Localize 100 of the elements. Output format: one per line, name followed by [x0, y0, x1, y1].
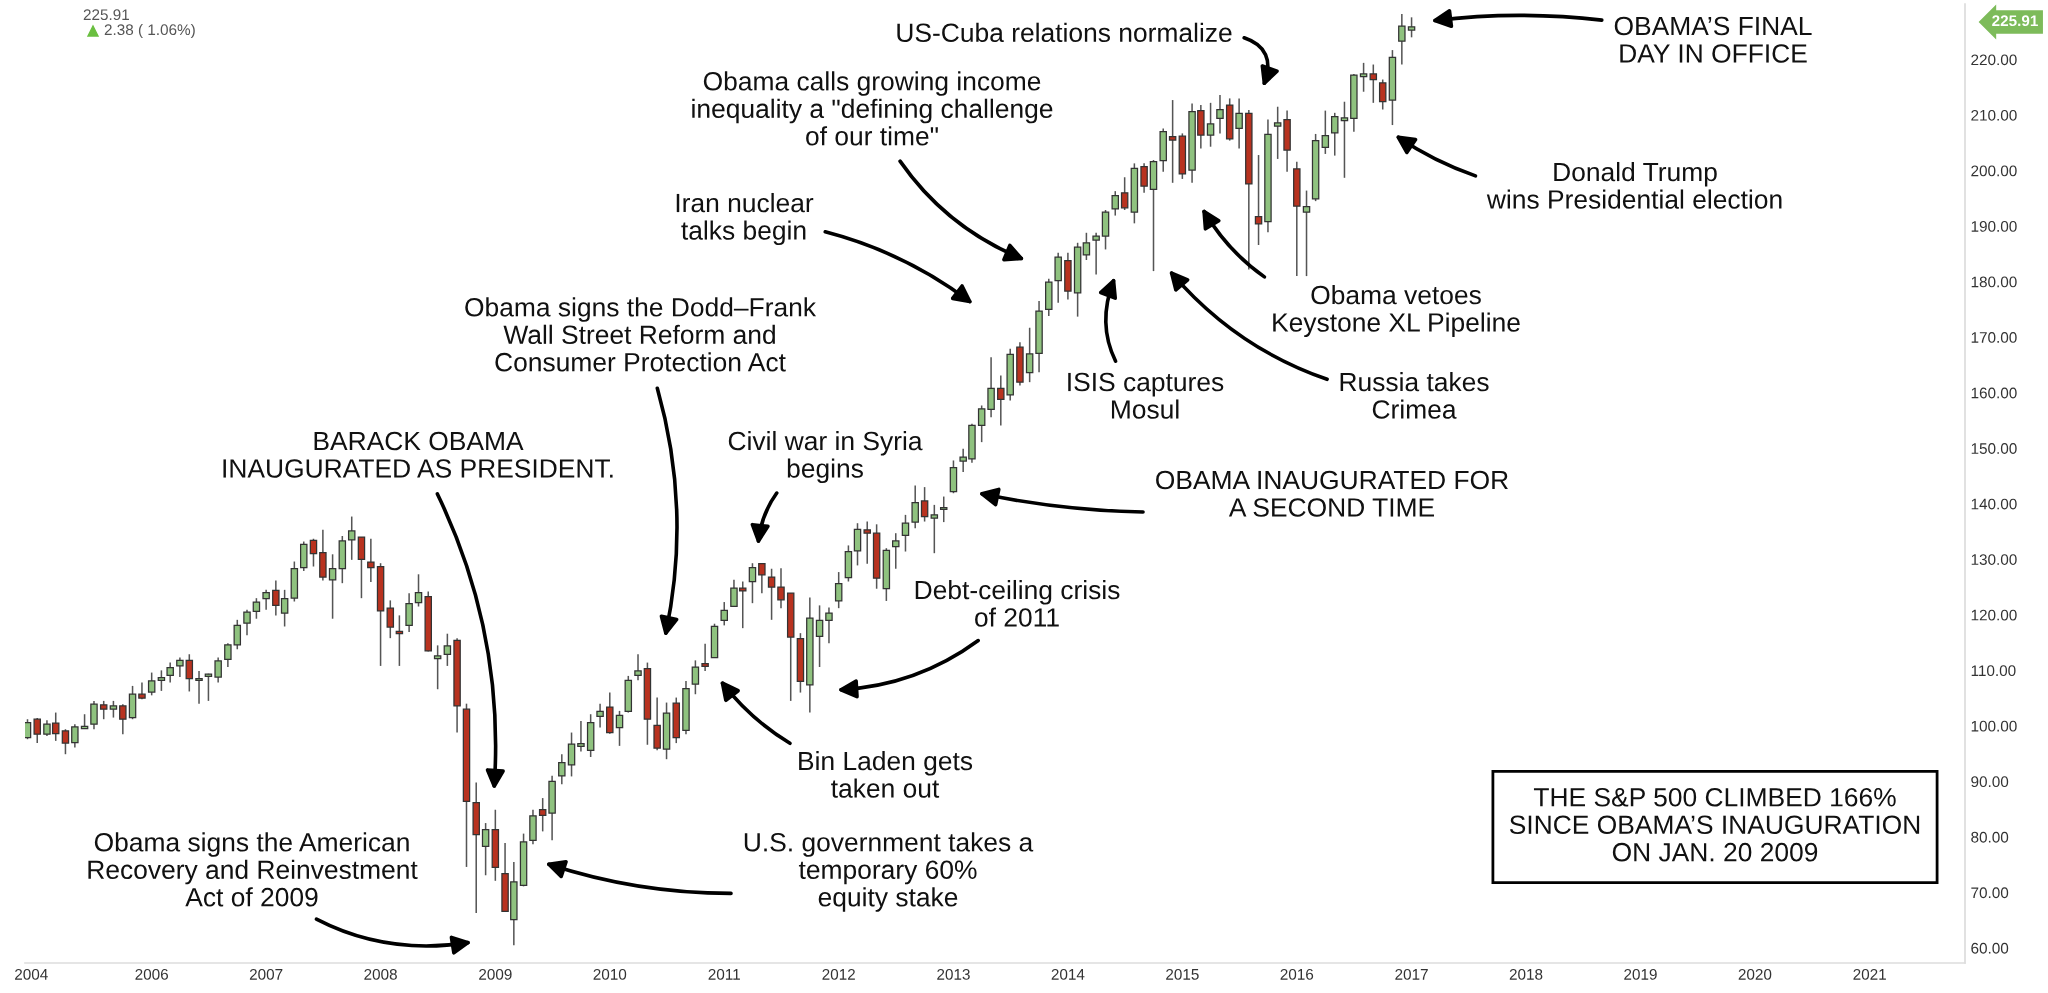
x-tick-label: 2007	[249, 968, 283, 980]
candlestick	[987, 356, 995, 418]
annotation: Bin Laden gets taken out	[799, 750, 973, 798]
candlestick	[1025, 326, 1034, 383]
candlestick	[1101, 209, 1110, 251]
candlestick	[328, 553, 337, 620]
y-tick-label: 110.00	[1971, 665, 2016, 677]
candlestick	[1273, 105, 1282, 160]
candlestick	[1235, 97, 1243, 150]
candlestick	[920, 486, 929, 523]
candlestick	[61, 728, 70, 755]
candlestick	[1302, 189, 1311, 277]
annotation: Iran nuclear talks begin	[676, 192, 814, 246]
candlestick	[911, 484, 919, 529]
candlestick	[119, 703, 127, 735]
y-tick-label: 70.00	[1971, 887, 2009, 899]
candlestick	[309, 537, 318, 568]
annotation: Obama signs the Dodd–Frank Wall Street Reform and Consumer Protection Act	[465, 297, 817, 372]
x-tick-label: 2010	[593, 968, 627, 980]
candlestick	[1340, 100, 1349, 179]
y-tick-label: 180.00	[1971, 276, 2017, 288]
candlestick	[1092, 232, 1100, 276]
annotation: 2.38 ( 1.06%)	[104, 23, 195, 39]
annotation: 225.91	[83, 9, 129, 21]
candlestick	[538, 797, 547, 833]
candlestick	[1111, 190, 1120, 217]
x-tick-label: 2019	[1624, 968, 1657, 980]
x-tick-label: 2017	[1395, 968, 1428, 980]
candlestick	[481, 822, 490, 877]
annotation: THE S&P 500 CLIMBED 166% SINCE OBAMA’S INAUGURATION ON JAN. 20 2009	[1509, 787, 1920, 862]
candlestick	[386, 599, 395, 639]
candlestick	[1082, 232, 1091, 261]
candlestick	[1378, 78, 1387, 111]
candlestick	[691, 659, 700, 696]
y-tick-label: 120.00	[1971, 609, 2017, 621]
annotation: BARACK OBAMA INAUGURATED AS PRESIDENT.	[223, 431, 613, 478]
candlestick	[853, 522, 862, 567]
y-tick-label: 220.00	[1971, 54, 2017, 66]
annotation: ISIS captures Mosul	[1068, 372, 1224, 419]
y-tick-label: 80.00	[1971, 831, 2009, 843]
candlestick	[347, 515, 356, 561]
candlestick	[147, 671, 156, 697]
x-tick-label: 2009	[479, 968, 512, 980]
candlestick	[1407, 16, 1416, 39]
annotation: U.S. government takes a temporary 60% equity stake	[744, 832, 1034, 912]
y-tick-label: 200.00	[1971, 165, 2017, 177]
candlestick	[767, 567, 776, 621]
y-tick-label: 210.00	[1971, 109, 2017, 121]
candlestick	[405, 592, 413, 633]
y-tick-label: 100.00	[1971, 720, 2017, 732]
candlestick	[901, 514, 910, 553]
candlestick	[891, 532, 900, 570]
x-tick-label: 2011	[708, 968, 740, 980]
candlestick	[720, 601, 729, 627]
y-tick-label: 130.00	[1971, 554, 2017, 565]
candlestick	[1054, 252, 1062, 304]
candlestick	[577, 720, 585, 753]
x-tick-label: 2006	[135, 968, 168, 980]
annotation: OBAMA INAUGURATED FOR A SECOND TIME	[1156, 470, 1508, 517]
candlestick	[252, 597, 261, 620]
candlestick	[758, 562, 766, 594]
candlestick	[128, 685, 137, 720]
candlestick	[299, 540, 308, 572]
candlestick	[25, 718, 32, 740]
candlestick	[1321, 109, 1330, 155]
y-tick-label: 170.00	[1971, 332, 2017, 343]
candlestick	[863, 520, 871, 565]
candlestick	[777, 567, 785, 609]
candlestick	[701, 642, 709, 672]
candlestick	[157, 669, 166, 692]
x-tick-label: 2021	[1853, 968, 1886, 980]
x-tick-label: 2016	[1280, 968, 1314, 980]
candlestick	[939, 495, 948, 523]
candlestick	[33, 717, 41, 744]
candlestick	[166, 661, 174, 684]
y-tick-label: 150.00	[1971, 443, 2017, 454]
candlestick	[433, 644, 442, 691]
x-tick-label: 2020	[1738, 968, 1772, 980]
candlestick	[367, 537, 375, 583]
candlestick	[815, 604, 824, 668]
candlestick	[1254, 154, 1263, 246]
text: 225.91	[1992, 15, 2038, 27]
x-tick-label: 2013	[937, 968, 970, 980]
candlestick	[243, 609, 251, 637]
candlestick	[71, 723, 79, 749]
candlestick	[1330, 112, 1339, 157]
candlestick	[195, 670, 203, 705]
y-tick-label: 60.00	[1971, 942, 2009, 954]
candlestick	[748, 562, 757, 604]
candlestick	[834, 571, 843, 609]
x-tick-label: 2008	[364, 968, 397, 980]
candlestick	[443, 632, 452, 667]
candlestick	[99, 700, 108, 720]
annotation: OBAMA’S FINAL DAY IN OFFICE	[1614, 16, 1812, 63]
x-tick-label: 2012	[822, 968, 855, 980]
candlestick	[185, 653, 194, 693]
y-tick-label: 140.00	[1971, 498, 2017, 510]
candlestick	[1359, 62, 1368, 93]
x-tick-label: 2015	[1166, 968, 1199, 980]
candlestick	[567, 731, 576, 778]
